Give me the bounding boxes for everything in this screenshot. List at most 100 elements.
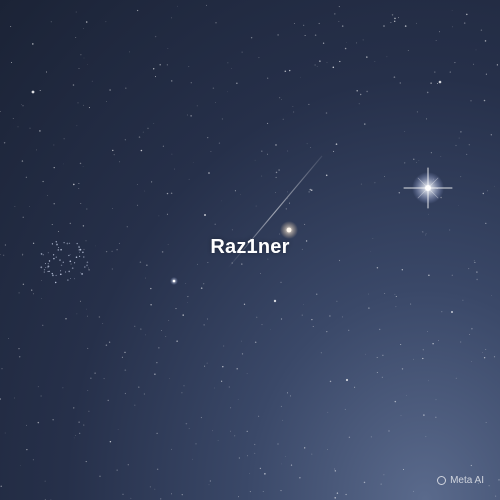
star bbox=[246, 455, 248, 457]
star bbox=[228, 386, 230, 388]
star bbox=[287, 198, 288, 200]
cluster-star bbox=[71, 267, 74, 269]
star bbox=[0, 110, 1, 113]
star bbox=[14, 206, 16, 207]
star bbox=[366, 90, 368, 93]
star bbox=[304, 35, 306, 37]
star bbox=[190, 115, 192, 117]
star bbox=[111, 268, 114, 270]
cluster-star bbox=[68, 270, 71, 273]
star bbox=[289, 395, 291, 397]
star bbox=[356, 89, 358, 92]
star bbox=[348, 329, 350, 331]
star bbox=[126, 226, 128, 228]
star bbox=[37, 421, 40, 424]
star bbox=[426, 91, 429, 94]
star bbox=[192, 162, 194, 163]
star bbox=[78, 183, 80, 184]
star bbox=[215, 102, 216, 103]
star bbox=[258, 415, 260, 417]
star bbox=[36, 149, 37, 151]
star bbox=[468, 268, 470, 270]
star bbox=[341, 25, 344, 27]
star bbox=[476, 278, 478, 281]
star bbox=[4, 432, 6, 434]
star bbox=[477, 482, 479, 484]
star bbox=[491, 295, 492, 296]
star bbox=[204, 365, 206, 367]
star bbox=[112, 208, 113, 209]
star bbox=[42, 324, 44, 326]
star bbox=[145, 277, 146, 279]
cluster-star bbox=[66, 242, 69, 245]
star bbox=[438, 80, 442, 84]
star bbox=[79, 432, 81, 434]
star bbox=[381, 376, 383, 378]
cluster-star bbox=[69, 242, 71, 244]
star bbox=[404, 162, 406, 164]
star bbox=[72, 84, 75, 86]
star bbox=[485, 422, 487, 423]
cluster-star bbox=[76, 242, 78, 245]
star bbox=[458, 205, 459, 206]
star bbox=[425, 436, 427, 438]
star bbox=[246, 373, 248, 374]
star bbox=[22, 283, 25, 285]
star bbox=[267, 258, 269, 260]
star bbox=[20, 104, 22, 105]
star bbox=[386, 56, 388, 58]
star bbox=[154, 76, 157, 78]
star bbox=[256, 316, 258, 318]
star bbox=[156, 468, 159, 471]
star bbox=[226, 91, 228, 93]
cluster-star bbox=[65, 271, 67, 273]
star bbox=[270, 329, 271, 330]
star bbox=[14, 397, 15, 399]
star bbox=[366, 56, 368, 58]
cluster-star bbox=[84, 266, 86, 268]
star bbox=[344, 408, 346, 410]
star bbox=[376, 267, 379, 269]
star bbox=[234, 435, 236, 437]
cluster-star bbox=[83, 256, 85, 258]
star bbox=[336, 300, 338, 302]
star bbox=[382, 354, 384, 356]
star bbox=[187, 302, 188, 304]
star bbox=[197, 263, 198, 265]
star bbox=[80, 202, 82, 204]
cluster-star bbox=[55, 274, 57, 276]
star bbox=[82, 166, 84, 168]
star bbox=[88, 410, 90, 412]
star bbox=[290, 464, 293, 466]
cluster-star bbox=[42, 254, 44, 256]
star bbox=[498, 479, 500, 481]
star bbox=[334, 13, 336, 15]
star bbox=[83, 57, 85, 59]
star bbox=[188, 428, 190, 429]
star bbox=[149, 486, 151, 488]
star bbox=[322, 42, 325, 44]
star bbox=[249, 491, 251, 493]
meteor-trail bbox=[227, 155, 323, 269]
star bbox=[455, 144, 457, 147]
cluster-star bbox=[40, 266, 43, 269]
star bbox=[29, 206, 30, 207]
cluster-star bbox=[60, 270, 62, 272]
star bbox=[441, 311, 443, 313]
star bbox=[203, 283, 205, 285]
star bbox=[275, 192, 276, 194]
star bbox=[87, 64, 89, 65]
star bbox=[282, 419, 284, 421]
star bbox=[186, 114, 188, 116]
star bbox=[206, 362, 208, 364]
star bbox=[134, 404, 136, 406]
cluster-star bbox=[47, 262, 49, 265]
star bbox=[383, 474, 385, 476]
star bbox=[241, 340, 242, 342]
star bbox=[422, 231, 424, 233]
star bbox=[422, 357, 424, 360]
star bbox=[480, 29, 483, 31]
star bbox=[362, 39, 364, 41]
star bbox=[87, 267, 89, 269]
